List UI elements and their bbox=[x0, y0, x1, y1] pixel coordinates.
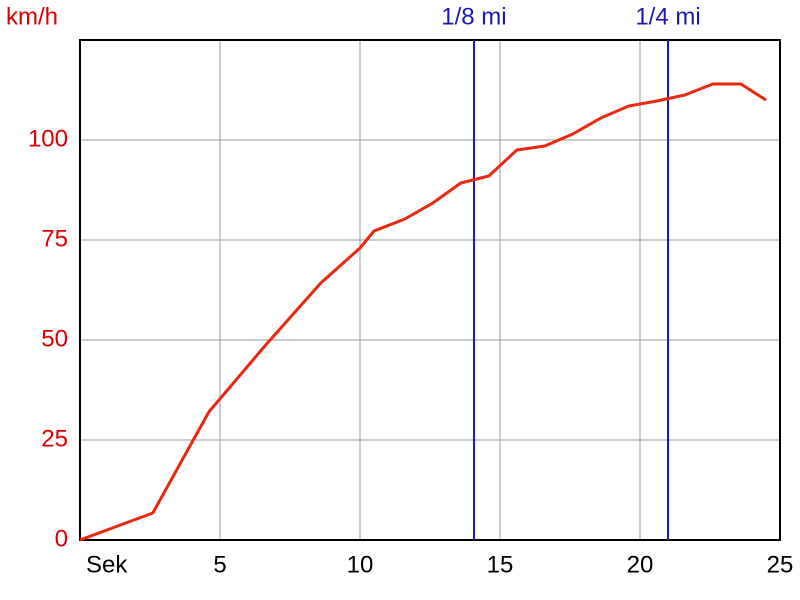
x-tick-label: 10 bbox=[347, 551, 374, 578]
x-tick-label: 20 bbox=[627, 551, 654, 578]
y-tick-label: 100 bbox=[28, 125, 68, 152]
y-tick-label: 25 bbox=[41, 425, 68, 452]
y-axis-label: km/h bbox=[6, 3, 58, 30]
plot-frame bbox=[79, 39, 781, 541]
speed-line bbox=[79, 82, 767, 542]
distance-marker-label: 1/4 mi bbox=[635, 3, 700, 30]
y-tick-label: 75 bbox=[41, 225, 68, 252]
distance-marker-label: 1/8 mi bbox=[441, 3, 506, 30]
x-tick-label: 25 bbox=[767, 551, 794, 578]
x-tick-label: Sek bbox=[86, 551, 128, 578]
y-tick-label: 0 bbox=[55, 525, 68, 552]
x-tick-label: 5 bbox=[213, 551, 226, 578]
y-tick-label: 50 bbox=[41, 325, 68, 352]
x-tick-label: 15 bbox=[487, 551, 514, 578]
